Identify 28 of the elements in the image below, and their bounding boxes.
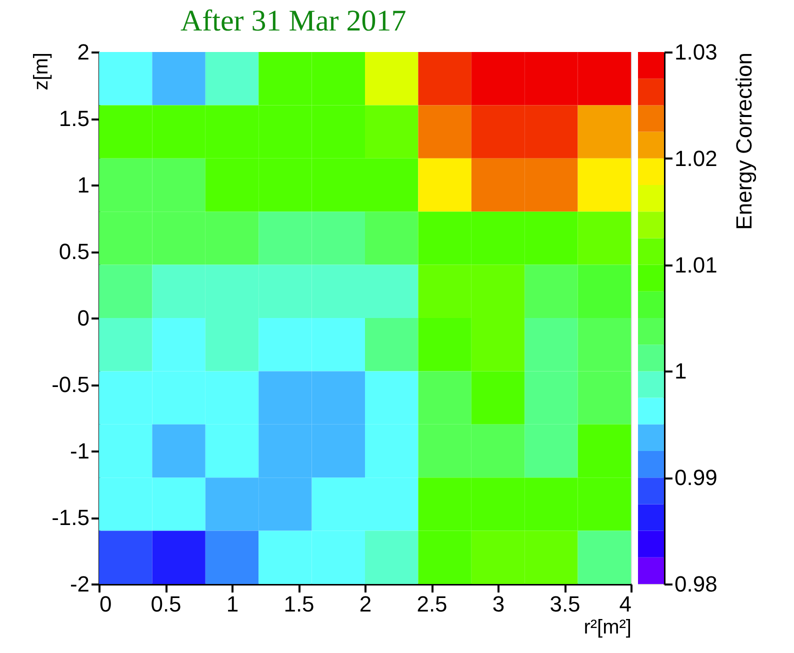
- y-tick-label: -0.5: [52, 372, 90, 397]
- color-bar-title: Energy Correction: [732, 52, 756, 230]
- color-bar-label: 1.01: [674, 252, 718, 278]
- color-bar-label: 1.02: [674, 146, 718, 171]
- x-tick-label: 1: [226, 592, 239, 616]
- x-tick-label: 2: [359, 592, 372, 616]
- x-tick-label: 3.5: [550, 592, 580, 616]
- x-axis-title: r²[m²]: [584, 616, 632, 638]
- y-tick-label: -2: [70, 572, 90, 596]
- y-tick-label: 0: [77, 306, 90, 330]
- color-bar-label: 1.03: [674, 40, 718, 64]
- color-bar-label: 0.98: [674, 572, 718, 596]
- chart-title: After 31 Mar 2017: [180, 4, 406, 38]
- x-tick-label: 3: [492, 592, 505, 616]
- y-axis-title: z[m]: [30, 52, 52, 90]
- x-tick-label: 0: [100, 592, 112, 616]
- x-tick-label: 0.5: [150, 592, 182, 616]
- y-tick-label: -1: [70, 438, 90, 464]
- color-bar-label: 0.99: [674, 465, 718, 490]
- x-tick-label: 2.5: [416, 592, 448, 616]
- color-bar-label: 1: [674, 358, 687, 384]
- y-tick-label: 1.5: [58, 106, 90, 131]
- y-tick-label: 0.5: [58, 239, 90, 264]
- x-tick-label: 1.5: [284, 592, 314, 616]
- y-tick-label: 1: [77, 172, 90, 198]
- x-tick-label: 4: [619, 592, 632, 616]
- y-tick-label: -1.5: [52, 505, 90, 530]
- y-tick-label: 2: [77, 40, 90, 64]
